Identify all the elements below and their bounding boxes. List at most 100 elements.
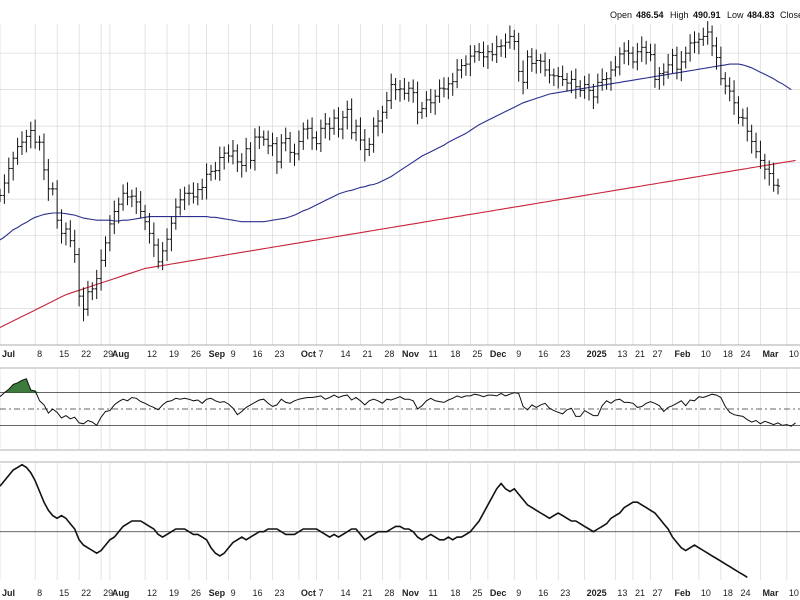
date-tick-label: Aug — [112, 588, 130, 598]
close-label: Close — [780, 10, 800, 20]
ohlc-bar — [244, 137, 249, 173]
ohlc-bar — [745, 107, 750, 142]
date-tick-label: 14 — [340, 588, 350, 598]
date-tick-label: 23 — [560, 349, 570, 359]
ohlc-bar — [226, 144, 231, 163]
ohlc-bar — [292, 143, 297, 166]
ohlc-bar — [406, 81, 411, 102]
ohlc-bar — [776, 178, 781, 195]
ohlc-bar — [736, 96, 741, 124]
ohlc-bar — [463, 55, 468, 76]
ohlc-bar — [116, 197, 121, 224]
date-tick-label: 15 — [59, 588, 69, 598]
ohlc-bar — [569, 70, 574, 94]
date-tick-label: 7 — [318, 349, 323, 359]
date-tick-label: 15 — [59, 349, 69, 359]
date-tick-label: 28 — [384, 588, 394, 598]
ind1-layer — [0, 378, 796, 427]
ohlc-bar — [345, 100, 350, 130]
date-tick-label: Sep — [209, 349, 226, 359]
date-tick-label: 9 — [231, 588, 236, 598]
date-tick-label: 18 — [723, 588, 733, 598]
indicator1-panel — [0, 368, 800, 450]
ohlc-bar — [37, 135, 42, 151]
date-tick-label: 22 — [81, 349, 91, 359]
date-tick-label: Sep — [209, 588, 226, 598]
ohlc-bar — [516, 32, 521, 82]
ohlc-bar — [771, 162, 776, 192]
ohlc-bar — [283, 127, 288, 152]
ohlc-bar — [2, 174, 7, 204]
ohlc-bar — [380, 105, 385, 134]
date-tick-label: Nov — [402, 349, 419, 359]
ohlc-bar — [125, 182, 130, 206]
date-tick-label: 10 — [701, 588, 711, 598]
date-tick-label: Mar — [762, 349, 779, 359]
ind2-layer — [0, 463, 748, 578]
ohlc-bar — [169, 216, 174, 252]
ohlc-bar — [468, 45, 473, 77]
date-tick-label: 10 — [789, 349, 799, 359]
ohlc-bar — [367, 137, 372, 157]
ohlc-bar — [173, 198, 178, 230]
ohlc-bar — [740, 108, 745, 127]
ohlc-bar — [151, 222, 156, 258]
ohlc-bar — [191, 182, 196, 204]
ohlc-bar — [178, 188, 183, 216]
ohlc-bar — [77, 247, 82, 307]
ohlc-bar — [90, 282, 95, 301]
indicator2-line — [0, 463, 748, 578]
date-tick-label: 18 — [450, 588, 460, 598]
ohlc-bar — [376, 110, 381, 137]
date-tick-label: 16 — [538, 588, 548, 598]
date-tick-label: 19 — [169, 349, 179, 359]
ohlc-bar — [551, 68, 556, 87]
date-tick-label: 19 — [169, 588, 179, 598]
ohlc-bar — [55, 180, 60, 229]
ohlc-bar — [354, 119, 359, 142]
ohlc-bar — [389, 73, 394, 109]
ohlc-bar — [538, 53, 543, 74]
date-tick-label: Mar — [762, 588, 779, 598]
ohlc-bar — [94, 269, 99, 300]
ohlc-bar — [15, 137, 20, 165]
ohlc-bar — [630, 46, 635, 69]
ohlc-bar — [327, 117, 332, 141]
ohlc-bar — [103, 236, 108, 267]
ohlc-bar — [692, 31, 697, 54]
date-tick-label: 2025 — [587, 588, 607, 598]
ohlc-bar — [670, 48, 675, 74]
date-tick-label: 21 — [635, 349, 645, 359]
ohlc-bar — [230, 139, 235, 165]
ohlc-bar — [257, 126, 262, 150]
ohlc-bar — [674, 46, 679, 80]
ohlc-bar — [529, 48, 534, 72]
open-label: Open — [610, 10, 632, 20]
ohlc-bar — [362, 129, 367, 162]
ohlc-bar — [714, 37, 719, 70]
date-tick-label: 29 — [103, 588, 113, 598]
open-value: 486.54 — [636, 10, 664, 20]
date-tick-label: 22 — [81, 588, 91, 598]
ohlc-bar — [595, 73, 600, 104]
date-tick-label: 28 — [384, 349, 394, 359]
overbought-area — [0, 378, 40, 393]
ohlc-bar — [296, 130, 301, 161]
ohlc-bar — [534, 49, 539, 74]
ohlc-bar — [147, 212, 152, 244]
ohlc-bar — [450, 72, 455, 96]
ohlc-header: Open 486.54 High 490.91 Low 484.83 Close — [610, 10, 800, 20]
ohlc-bar — [481, 41, 486, 68]
ohlc-bar — [573, 68, 578, 99]
ohlc-bar — [525, 50, 530, 89]
date-tick-label: 27 — [653, 349, 663, 359]
date-tick-label: Feb — [675, 588, 692, 598]
ohlc-bar — [441, 77, 446, 98]
ohlc-bar — [723, 72, 728, 95]
ohlc-bar — [384, 91, 389, 119]
ohlc-bar — [424, 91, 429, 118]
ohlc-bar — [433, 89, 438, 115]
ohlc-bar — [477, 42, 482, 61]
